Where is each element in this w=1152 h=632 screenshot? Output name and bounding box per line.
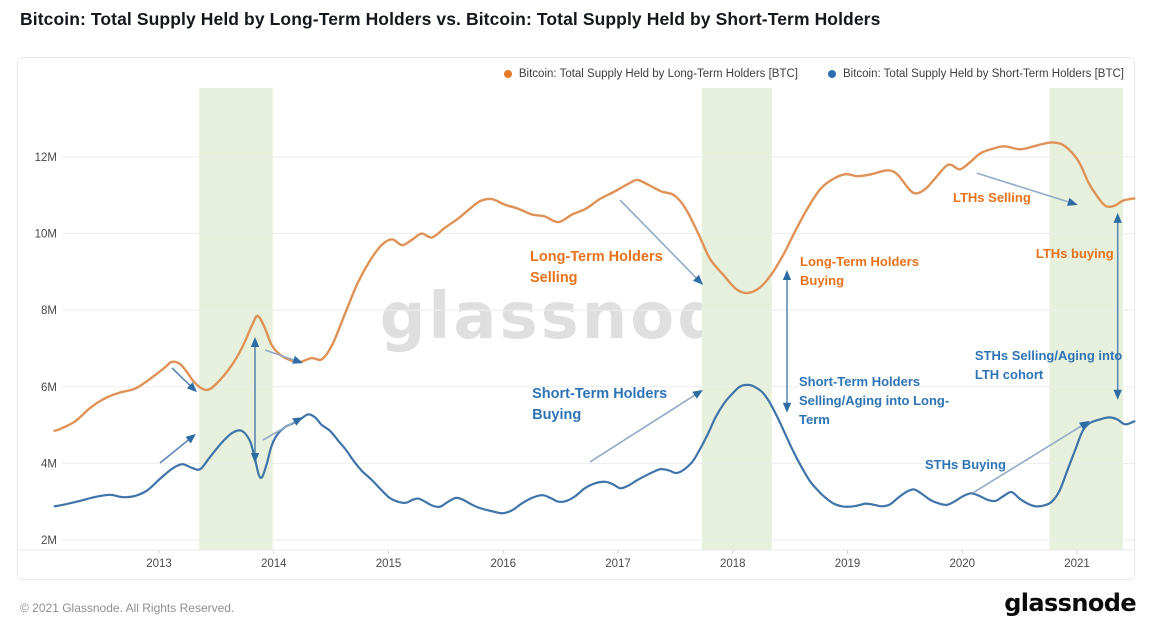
legend-label-sth: Bitcoin: Total Supply Held by Short-Term… xyxy=(842,68,1124,80)
glassnode-watermark: glassnode xyxy=(379,280,773,354)
legend-label-lth: Bitcoin: Total Supply Held by Long-Term … xyxy=(518,68,798,80)
glassnode-logo: glassnode xyxy=(1004,589,1136,617)
lth-legend-dot xyxy=(503,70,512,78)
chart-legend: Bitcoin: Total Supply Held by Long-Term … xyxy=(503,68,1124,80)
legend-item-lth[interactable]: Bitcoin: Total Supply Held by Long-Term … xyxy=(503,68,798,80)
legend-item-sth[interactable]: Bitcoin: Total Supply Held by Short-Term… xyxy=(827,68,1124,80)
sth-legend-dot xyxy=(827,70,836,78)
footer-copyright: © 2021 Glassnode. All Rights Reserved. xyxy=(20,601,235,615)
page-title: Bitcoin: Total Supply Held by Long-Term … xyxy=(20,9,881,29)
